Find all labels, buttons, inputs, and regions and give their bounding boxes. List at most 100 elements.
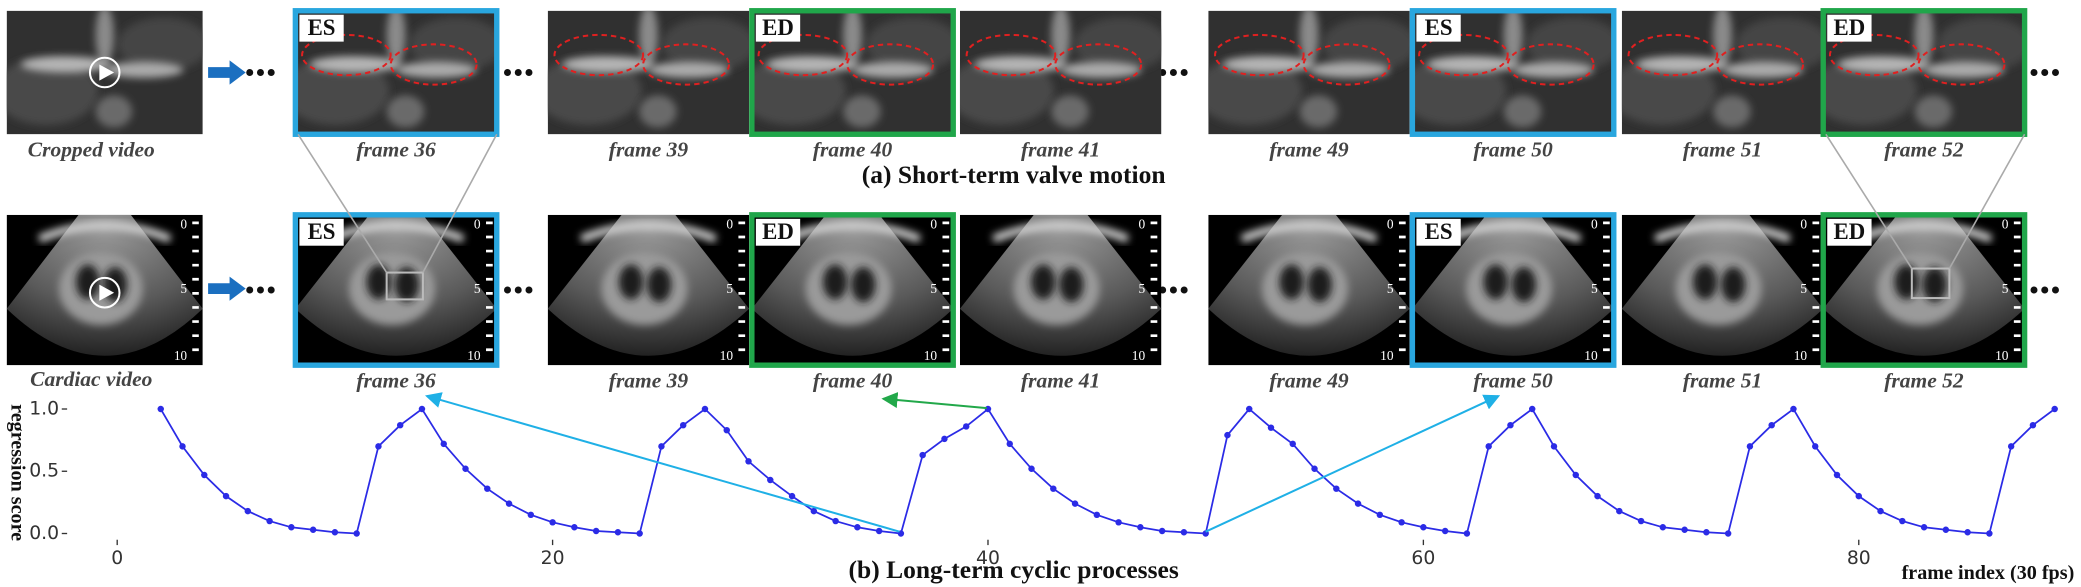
point xyxy=(157,405,164,413)
valve-region xyxy=(965,33,1057,77)
tissue xyxy=(639,10,658,65)
phase-border xyxy=(292,212,500,368)
phase-tag-bg xyxy=(1827,218,1872,246)
chamber xyxy=(618,264,644,300)
chamber xyxy=(1922,267,1947,303)
chamber xyxy=(1059,267,1084,303)
tissue xyxy=(1823,57,1918,125)
tissue xyxy=(783,221,922,243)
phase-tag-bg xyxy=(755,14,801,42)
phase-border xyxy=(749,8,956,137)
point xyxy=(440,440,447,448)
valve-region xyxy=(846,43,935,86)
arrow xyxy=(208,276,246,301)
point xyxy=(1812,443,1819,450)
tissue xyxy=(1636,56,1728,73)
x-axis-label: frame index (30 fps) xyxy=(1902,562,2075,584)
cardiac-image: 0 5 10 xyxy=(959,214,1162,366)
phase-border xyxy=(1409,8,1617,137)
source-label: Cardiac video xyxy=(30,367,152,391)
ellipsis-dot xyxy=(1169,286,1177,294)
ruler-label: 0 xyxy=(2002,217,2009,232)
ruler-label: 10 xyxy=(174,348,187,363)
ellipsis-dot xyxy=(514,286,522,294)
point xyxy=(701,405,709,413)
ruler-label: 0 xyxy=(726,217,733,232)
zoom-line xyxy=(1825,133,1913,269)
chamber xyxy=(1692,264,1718,300)
point xyxy=(1071,500,1079,507)
tissue xyxy=(1837,56,1930,73)
point xyxy=(1050,485,1057,492)
phase-tag: ES xyxy=(1425,15,1453,40)
caption: (a) Short-term valve motion xyxy=(862,160,1166,189)
y-tick-label: 0.0 xyxy=(29,523,59,544)
point xyxy=(1550,443,1558,450)
phase-border xyxy=(1409,212,1617,368)
ellipsis-dot xyxy=(504,69,511,77)
ruler-label: 5 xyxy=(2002,281,2009,296)
point xyxy=(527,511,535,519)
valve-image xyxy=(751,10,954,135)
y-tick-label: 0.5 xyxy=(29,461,59,482)
point xyxy=(222,492,230,500)
point xyxy=(1006,440,1013,448)
ruler-label: 10 xyxy=(924,348,938,363)
x-tick-label: 0 xyxy=(111,548,123,569)
frame-label: frame 41 xyxy=(1021,369,1100,393)
frame-label: frame 51 xyxy=(1683,369,1762,393)
point xyxy=(614,529,622,536)
valve-region xyxy=(553,33,645,77)
point xyxy=(1398,519,1405,526)
point xyxy=(396,421,404,429)
point xyxy=(636,530,643,537)
point xyxy=(179,443,186,450)
frame-label: frame 36 xyxy=(356,138,436,162)
ruler-label: 5 xyxy=(1387,281,1394,296)
point xyxy=(549,519,556,526)
valve-region xyxy=(757,33,849,77)
tissue xyxy=(1427,56,1519,73)
point xyxy=(875,527,883,535)
ruler-label: 0 xyxy=(1387,217,1394,232)
tissue xyxy=(37,221,172,243)
point xyxy=(592,527,600,535)
point xyxy=(1920,524,1928,531)
point xyxy=(484,485,491,492)
chamber xyxy=(103,267,127,303)
ruler-label: 0 xyxy=(1800,217,1807,232)
point xyxy=(266,517,273,525)
chamber xyxy=(1894,264,1919,300)
zoom-line xyxy=(297,133,388,273)
annotation-arrow xyxy=(1205,394,1501,533)
ruler-label: 5 xyxy=(181,281,188,296)
tissue xyxy=(295,57,390,125)
tissue xyxy=(1262,252,1348,325)
point xyxy=(1267,424,1275,431)
chamber xyxy=(75,264,100,300)
point xyxy=(832,517,839,525)
phase-tag: ES xyxy=(308,219,336,244)
frame-label: frame 40 xyxy=(813,369,893,393)
tissue xyxy=(639,95,677,128)
tissue xyxy=(1855,221,1993,243)
ellipsis-dot xyxy=(2052,69,2059,77)
frame-label: frame 39 xyxy=(609,369,689,393)
ruler-label: 5 xyxy=(1591,281,1598,296)
chamber xyxy=(1307,267,1332,303)
tissue xyxy=(805,252,892,325)
point xyxy=(1594,492,1601,500)
y-axis-label: regression score xyxy=(6,404,28,541)
tissue xyxy=(601,252,688,325)
tissue xyxy=(1653,221,1792,243)
phase-tag: ED xyxy=(762,219,794,244)
x-tick-label: 20 xyxy=(541,548,565,569)
point xyxy=(1507,421,1514,429)
ruler-label: 5 xyxy=(474,281,481,296)
point xyxy=(375,443,382,450)
arrow xyxy=(208,60,246,85)
point xyxy=(679,421,687,429)
point xyxy=(2029,421,2037,429)
tissue xyxy=(1503,10,1523,65)
frame-label: frame 52 xyxy=(1884,138,1964,162)
